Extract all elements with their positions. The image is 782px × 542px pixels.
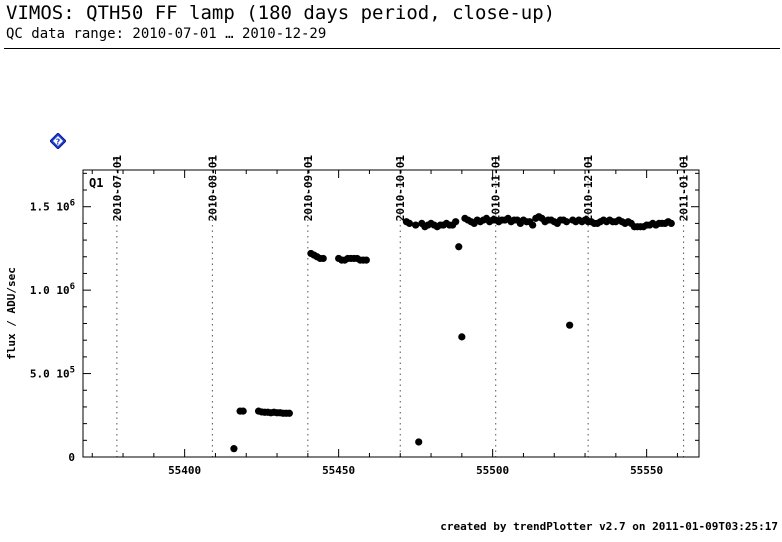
y-axis-label: flux / ADU/sec (5, 267, 18, 360)
help-diamond-icon[interactable]: ? (50, 133, 66, 149)
footer-credit: created by trendPlotter v2.7 on 2011-01-… (440, 520, 778, 533)
date-label: 2010-10-01 (394, 155, 407, 222)
y-tick-label: 1.5 106 (30, 199, 75, 214)
data-point (455, 243, 463, 251)
data-point (562, 218, 571, 226)
data-point (319, 254, 327, 263)
data-point (285, 409, 293, 417)
date-label: 2010-12-01 (582, 155, 595, 222)
help-icon-glyph: ? (56, 138, 61, 147)
data-point (529, 221, 537, 229)
y-tick-label: 1.0 106 (30, 282, 75, 297)
data-point (452, 218, 460, 226)
date-label: 2010-08-01 (206, 155, 219, 222)
page-subtitle: QC data range: 2010-07-01 … 2010-12-29 (6, 26, 327, 42)
date-markers: 2010-07-01 2010-08-01 2010-09-01 2010-10-01… (111, 155, 691, 457)
date-label: 2010-09-01 (302, 155, 315, 222)
data-point (412, 221, 420, 229)
data-point (458, 333, 466, 341)
x-tick-label: 55550 (630, 464, 663, 477)
date-label: 2010-07-01 (111, 155, 124, 222)
data-point (566, 321, 574, 329)
data-point (415, 438, 423, 446)
y-tick-label: 0 (68, 451, 75, 464)
data-point (362, 256, 370, 264)
title-divider (4, 48, 780, 49)
panel-label: Q1 (89, 176, 103, 190)
x-tick-label: 55450 (322, 464, 355, 477)
axis-ticks: 55400 55450 55500 55550 0 5.0 105 1.0 106 1.5 1… (30, 170, 699, 477)
plot-frame (82, 169, 700, 458)
x-tick-label: 55400 (168, 464, 201, 477)
date-label: 2011-01-01 (678, 155, 691, 222)
data-points (230, 213, 675, 453)
date-label: 2010-11-01 (490, 155, 503, 222)
page-title: VIMOS: QTH50 FF lamp (180 days period, c… (6, 2, 556, 24)
data-point (667, 219, 675, 227)
data-point (405, 219, 414, 227)
x-tick-label: 55500 (476, 464, 509, 477)
data-point (239, 407, 247, 415)
data-point (230, 445, 238, 453)
y-tick-label: 5.0 105 (30, 366, 75, 381)
